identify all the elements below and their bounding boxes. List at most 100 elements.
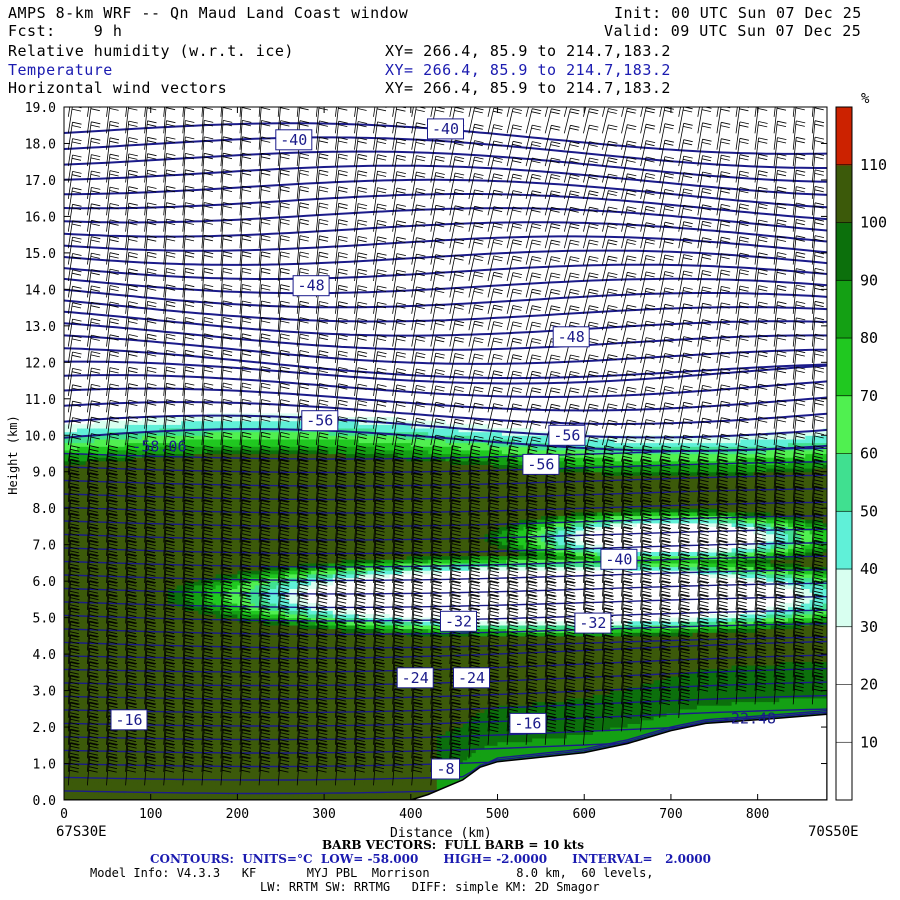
rh-cell	[120, 676, 125, 680]
rh-cell	[233, 672, 238, 676]
rh-cell	[268, 782, 273, 786]
rh-cell	[250, 676, 255, 680]
rh-cell	[172, 559, 177, 563]
rh-cell	[81, 610, 86, 614]
rh-cell	[216, 702, 221, 706]
rh-cell	[255, 475, 260, 479]
rh-cell	[255, 694, 260, 698]
rh-cell	[233, 519, 238, 523]
rh-cell	[138, 464, 143, 468]
rh-cell	[81, 486, 86, 490]
rh-cell	[229, 629, 234, 633]
rh-cell	[216, 625, 221, 629]
rh-cell	[255, 519, 260, 523]
rh-cell	[155, 457, 160, 461]
rh-cell	[86, 785, 91, 789]
rh-cell	[194, 439, 199, 443]
rh-cell	[94, 625, 99, 629]
rh-cell	[250, 516, 255, 520]
rh-cell	[233, 687, 238, 691]
rh-cell	[151, 775, 156, 779]
rh-cell	[233, 771, 238, 775]
rh-cell	[90, 424, 95, 428]
rh-cell	[194, 443, 199, 447]
rh-cell	[229, 789, 234, 793]
rh-cell	[177, 720, 182, 724]
rh-cell	[194, 424, 199, 428]
rh-cell	[159, 599, 164, 603]
rh-cell	[194, 461, 199, 465]
rh-cell	[77, 428, 82, 432]
rh-cell	[155, 771, 160, 775]
rh-cell	[255, 705, 260, 709]
rh-cell	[194, 545, 199, 549]
rh-cell	[99, 610, 104, 614]
rh-cell	[99, 727, 104, 731]
rh-cell	[194, 421, 199, 425]
rh-cell	[242, 789, 247, 793]
rh-cell	[159, 610, 164, 614]
rh-cell	[155, 651, 160, 655]
rh-cell	[233, 461, 238, 465]
rh-cell	[99, 651, 104, 655]
rh-cell	[77, 537, 82, 541]
rh-cell	[116, 760, 121, 764]
rh-cell	[64, 643, 69, 647]
rh-cell	[81, 691, 86, 695]
rh-cell	[133, 785, 138, 789]
rh-cell	[172, 745, 177, 749]
rh-cell	[177, 756, 182, 760]
rh-cell	[120, 537, 125, 541]
rh-cell	[194, 672, 199, 676]
rh-cell	[194, 526, 199, 530]
rh-cell	[250, 694, 255, 698]
rh-cell	[250, 475, 255, 479]
rh-cell	[99, 716, 104, 720]
rh-cell	[94, 760, 99, 764]
rh-cell	[172, 767, 177, 771]
rh-cell	[177, 574, 182, 578]
rh-cell	[94, 443, 99, 447]
rh-cell	[142, 793, 147, 797]
rh-cell	[242, 439, 247, 443]
rh-cell	[107, 793, 112, 797]
rh-cell	[177, 621, 182, 625]
rh-cell	[133, 651, 138, 655]
rh-cell	[194, 505, 199, 509]
rh-cell	[181, 782, 186, 786]
rh-cell	[116, 789, 121, 793]
rh-cell	[99, 647, 104, 651]
rh-cell	[81, 778, 86, 782]
rh-cell	[185, 775, 190, 779]
rh-cell	[216, 512, 221, 516]
rh-cell	[112, 439, 117, 443]
rh-cell	[120, 505, 125, 509]
rh-cell	[194, 720, 199, 724]
rh-cell	[233, 607, 238, 611]
rh-cell	[177, 599, 182, 603]
rh-cell	[116, 581, 121, 585]
rh-cell	[233, 640, 238, 644]
rh-cell	[159, 705, 164, 709]
rh-cell	[194, 691, 199, 695]
rh-cell	[177, 771, 182, 775]
rh-cell	[216, 494, 221, 498]
rh-cell	[99, 705, 104, 709]
rh-cell	[138, 647, 143, 651]
rh-cell	[177, 731, 182, 735]
rh-cell	[81, 497, 86, 501]
rh-cell	[194, 541, 199, 545]
rh-cell	[250, 720, 255, 724]
rh-cell	[194, 490, 199, 494]
rh-cell	[120, 665, 125, 669]
rh-cell	[224, 439, 229, 443]
rh-cell	[99, 497, 104, 501]
rh-cell	[142, 785, 147, 789]
rh-cell	[255, 760, 260, 764]
rh-cell	[155, 475, 160, 479]
rh-cell	[198, 647, 203, 651]
rh-cell	[233, 475, 238, 479]
rh-cell	[255, 775, 260, 779]
rh-cell	[138, 530, 143, 534]
rh-cell	[246, 424, 251, 428]
